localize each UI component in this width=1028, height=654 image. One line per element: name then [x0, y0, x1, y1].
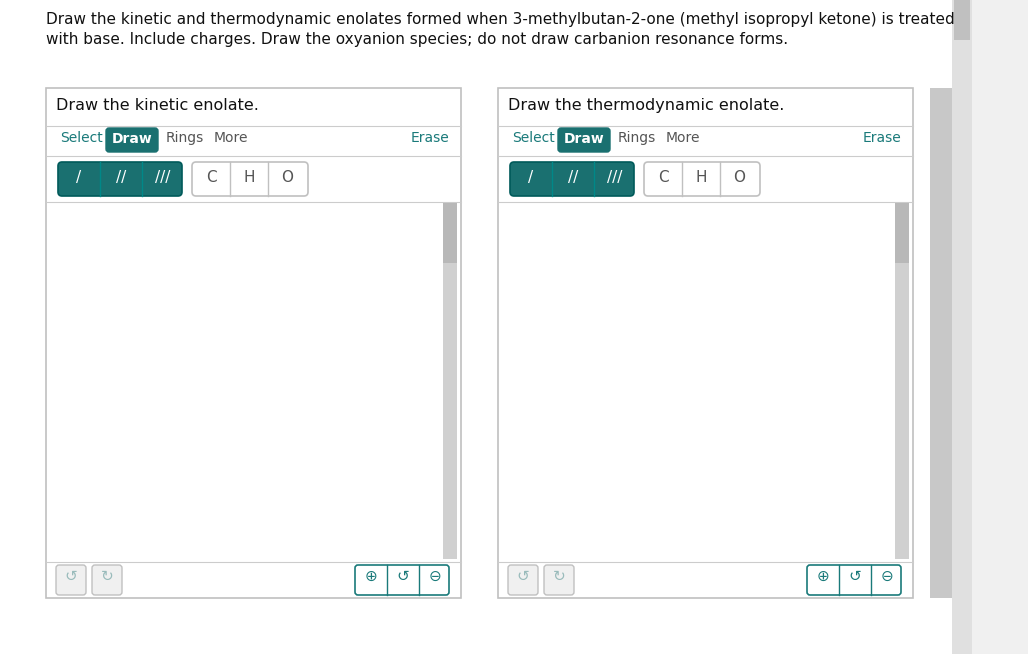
FancyBboxPatch shape: [508, 565, 538, 595]
Text: More: More: [214, 131, 249, 145]
Text: ⊕: ⊕: [816, 569, 830, 584]
Text: ⊖: ⊖: [429, 569, 441, 584]
Bar: [895, 203, 909, 559]
Bar: [895, 203, 909, 263]
Text: ⊖: ⊖: [881, 569, 893, 584]
Bar: [443, 203, 457, 263]
Bar: [952, 0, 972, 654]
Text: ↻: ↻: [553, 569, 565, 584]
Text: ↺: ↺: [65, 569, 77, 584]
Text: Erase: Erase: [411, 131, 450, 145]
FancyBboxPatch shape: [192, 162, 308, 196]
FancyBboxPatch shape: [544, 565, 574, 595]
Text: with base. Include charges. Draw the oxyanion species; do not draw carbanion res: with base. Include charges. Draw the oxy…: [46, 32, 788, 47]
FancyBboxPatch shape: [807, 565, 901, 595]
Text: Rings: Rings: [618, 131, 656, 145]
Text: ↻: ↻: [101, 569, 113, 584]
Text: //: //: [567, 170, 578, 185]
Text: C: C: [658, 170, 668, 185]
Text: ↺: ↺: [397, 569, 409, 584]
FancyBboxPatch shape: [510, 162, 634, 196]
FancyBboxPatch shape: [56, 565, 86, 595]
FancyBboxPatch shape: [106, 128, 158, 152]
Text: /: /: [76, 170, 81, 185]
Bar: [443, 203, 457, 559]
Bar: [498, 88, 913, 598]
Text: Erase: Erase: [862, 131, 902, 145]
FancyBboxPatch shape: [558, 128, 610, 152]
Text: H: H: [244, 170, 255, 185]
Text: More: More: [666, 131, 700, 145]
Text: ///: ///: [155, 170, 171, 185]
Text: Select: Select: [60, 131, 103, 145]
Text: H: H: [695, 170, 707, 185]
Text: Draw the kinetic enolate.: Draw the kinetic enolate.: [56, 98, 259, 113]
Text: ⊕: ⊕: [365, 569, 377, 584]
Text: C: C: [206, 170, 216, 185]
Text: ///: ///: [608, 170, 623, 185]
Text: Draw: Draw: [563, 132, 604, 146]
Bar: [930, 88, 952, 598]
FancyBboxPatch shape: [355, 565, 449, 595]
Text: O: O: [733, 170, 745, 185]
Text: Draw: Draw: [112, 132, 152, 146]
Bar: [46, 88, 461, 598]
Text: //: //: [116, 170, 126, 185]
Text: ↺: ↺: [849, 569, 861, 584]
FancyBboxPatch shape: [58, 162, 182, 196]
Text: Select: Select: [512, 131, 555, 145]
FancyBboxPatch shape: [644, 162, 760, 196]
Text: ↺: ↺: [517, 569, 529, 584]
FancyBboxPatch shape: [91, 565, 122, 595]
Bar: [954, 0, 970, 40]
Text: O: O: [281, 170, 293, 185]
Text: Rings: Rings: [166, 131, 205, 145]
Text: /: /: [528, 170, 534, 185]
Text: Draw the kinetic and thermodynamic enolates formed when 3-methylbutan-2-one (met: Draw the kinetic and thermodynamic enola…: [46, 12, 955, 27]
Text: Draw the thermodynamic enolate.: Draw the thermodynamic enolate.: [508, 98, 784, 113]
